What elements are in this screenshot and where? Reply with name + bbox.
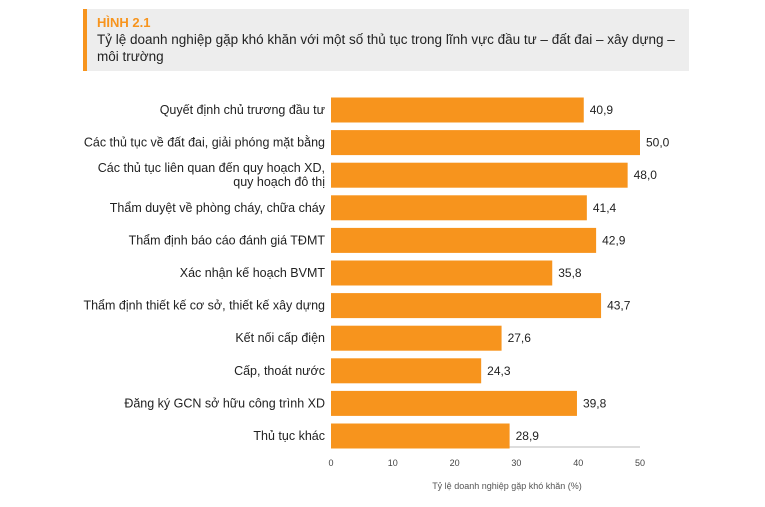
bar — [331, 130, 640, 156]
value-label: 42,9 — [602, 233, 626, 247]
x-tick-label: 20 — [450, 458, 460, 468]
category-label: Kết nối cấp điện — [235, 331, 325, 345]
value-label: 40,9 — [590, 103, 614, 117]
category-label: Các thủ tục liên quan đến quy hoạch XD, q… — [98, 161, 325, 189]
bar — [331, 293, 602, 319]
bar — [331, 390, 577, 416]
category-label: Thẩm duyệt về phòng cháy, chữa cháy — [110, 201, 326, 215]
bar — [331, 358, 482, 384]
category-label: Xác nhận kế hoạch BVMT — [180, 266, 326, 280]
bar — [331, 260, 553, 286]
x-axis-label: Tỷ lệ doanh nghiệp gặp khó khăn (%) — [432, 481, 582, 491]
category-label: Cấp, thoát nước — [234, 364, 325, 378]
bar — [331, 162, 628, 188]
value-label: 43,7 — [607, 299, 631, 313]
category-label: Đăng ký GCN sở hữu công trình XD — [124, 396, 325, 410]
category-label: Thẩm định báo cáo đánh giá TĐMT — [129, 233, 326, 247]
x-tick-label: 10 — [388, 458, 398, 468]
figure-header: HÌNH 2.1 Tỷ lệ doanh nghiệp gặp khó khăn… — [83, 9, 689, 71]
figure-title: Tỷ lệ doanh nghiệp gặp khó khăn với một … — [97, 32, 675, 64]
figure-number: HÌNH 2.1 — [97, 15, 151, 30]
x-tick-label: 40 — [573, 458, 583, 468]
category-label: Quyết định chủ trương đầu tư — [160, 103, 325, 117]
bar — [331, 195, 587, 221]
value-label: 48,0 — [634, 168, 658, 182]
x-tick-label: 50 — [635, 458, 645, 468]
value-label: 39,8 — [583, 396, 607, 410]
category-label: Thủ tục khác — [253, 429, 325, 443]
bar — [331, 227, 597, 253]
category-label: Thẩm định thiết kế cơ sở, thiết kế xây d… — [83, 299, 325, 313]
bar — [331, 325, 502, 351]
x-tick-label: 30 — [511, 458, 521, 468]
value-label: 50,0 — [646, 136, 670, 150]
bar — [331, 423, 510, 449]
category-label: Các thủ tục về đất đai, giải phóng mặt b… — [84, 135, 325, 150]
x-tick-label: 0 — [328, 458, 333, 468]
value-label: 28,9 — [516, 429, 540, 443]
bar — [331, 97, 584, 123]
value-label: 41,4 — [593, 201, 617, 215]
value-label: 24,3 — [487, 364, 511, 378]
value-label: 27,6 — [508, 331, 532, 345]
value-label: 35,8 — [558, 266, 582, 280]
